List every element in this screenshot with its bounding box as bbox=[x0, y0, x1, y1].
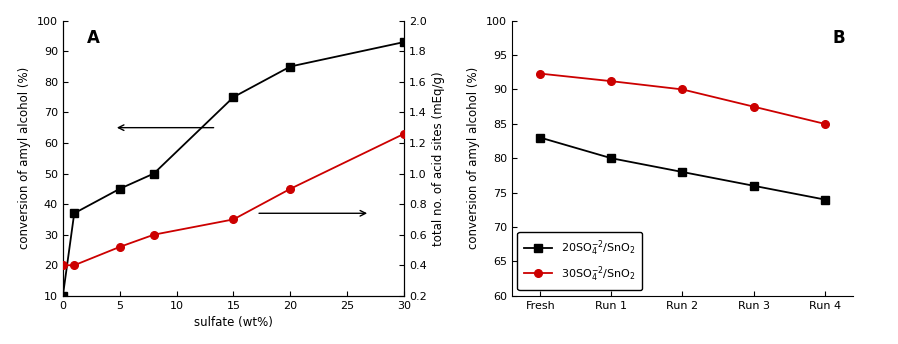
Text: B: B bbox=[832, 29, 845, 47]
Y-axis label: conversion of amyl alcohol (%): conversion of amyl alcohol (%) bbox=[468, 67, 480, 249]
Y-axis label: total no. of acid sites (mEq/g): total no. of acid sites (mEq/g) bbox=[432, 71, 445, 246]
Text: A: A bbox=[87, 29, 100, 47]
Y-axis label: conversion of amyl alcohol (%): conversion of amyl alcohol (%) bbox=[19, 67, 31, 249]
Legend: 20SO$_4^{-2}$/SnO$_2$, 30SO$_4^{-2}$/SnO$_2$: 20SO$_4^{-2}$/SnO$_2$, 30SO$_4^{-2}$/SnO… bbox=[517, 232, 642, 290]
X-axis label: sulfate (wt%): sulfate (wt%) bbox=[194, 316, 273, 329]
